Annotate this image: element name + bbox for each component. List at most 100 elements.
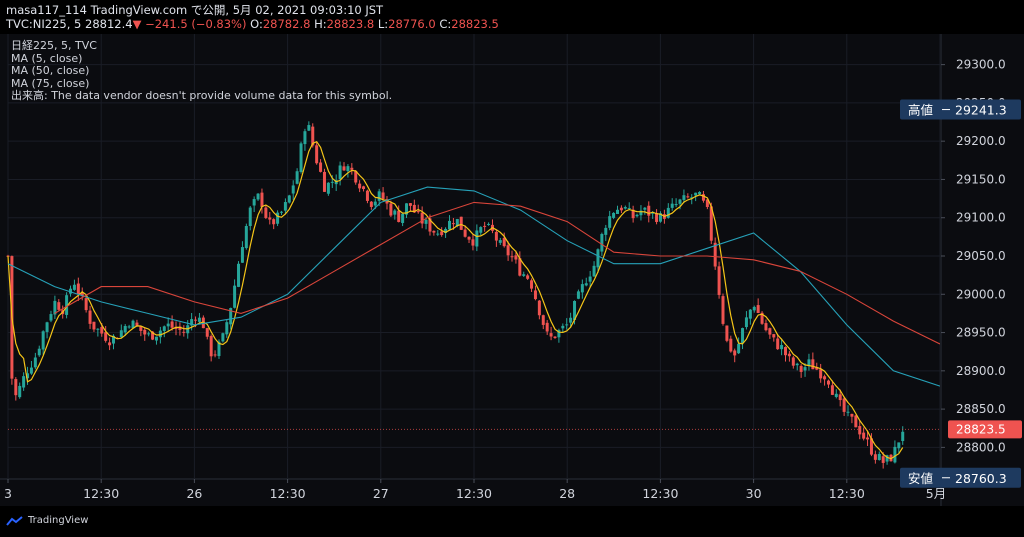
x-tick-label: 30 [746, 486, 762, 501]
candle-body [385, 199, 389, 204]
candle-body [463, 229, 467, 237]
legend-volume-note: 出来高: The data vendor doesn't provide vol… [11, 89, 393, 102]
candle-body [526, 275, 530, 279]
candle-body [506, 245, 510, 256]
username[interactable]: masa117_114 [6, 3, 87, 17]
candle-body [471, 239, 475, 246]
candle-body [104, 332, 108, 341]
candle-body [330, 181, 334, 183]
candle-body [455, 219, 459, 227]
candle-body [291, 185, 295, 194]
candle-body [365, 190, 369, 201]
candle-body [143, 329, 147, 335]
candle-body [670, 203, 674, 208]
candle-body [166, 323, 170, 327]
price-change: −241.5 (−0.83%) [145, 17, 247, 31]
published-text: TradingView.com で公開, 5月 02, 2021 09:03:1… [90, 3, 384, 17]
candle-body [162, 326, 166, 331]
brand-text: TradingView [28, 515, 89, 526]
legend-title[interactable]: 日経225, 5, TVC [11, 39, 97, 52]
candle-body [834, 393, 838, 397]
candle-body [592, 265, 596, 277]
legend-ma5[interactable]: MA (5, close) [11, 51, 83, 65]
last-price: 28812.4 [85, 17, 133, 31]
candle-body [678, 199, 682, 204]
candle-body [858, 426, 862, 435]
candle-body [815, 367, 819, 370]
y-tick-label: 29100.0 [956, 211, 1006, 225]
candle-body [897, 442, 901, 449]
low-badge [900, 467, 1021, 488]
x-tick-label: 12:30 [83, 486, 119, 501]
candle-body [201, 317, 205, 329]
candle-body [826, 380, 830, 385]
brand-logo[interactable]: TradingView [6, 515, 88, 526]
candle-body [412, 204, 416, 213]
legend-ma75[interactable]: MA (75, close) [11, 76, 90, 90]
candle-body [428, 218, 432, 232]
candle-body [561, 325, 565, 329]
candle-body [850, 413, 854, 417]
candle-body [811, 359, 815, 370]
footer-bar [0, 506, 1024, 537]
candle-body [29, 367, 33, 374]
candle-body [565, 324, 569, 326]
candle-body [635, 214, 639, 217]
candle-body [803, 367, 807, 371]
candle-body [830, 385, 834, 395]
candle-body [838, 394, 842, 401]
low-prefix: 安値 [908, 471, 933, 486]
candle-body [600, 234, 604, 252]
candle-body [307, 125, 311, 131]
y-tick-label: 28850.0 [956, 402, 1006, 416]
candle-body [756, 305, 760, 313]
candle-body [729, 338, 733, 352]
candle-body [362, 186, 366, 190]
candle-body [869, 438, 873, 455]
candle-body [205, 328, 209, 337]
candle-body [342, 166, 346, 171]
candle-body [319, 162, 323, 172]
candle-body [326, 182, 330, 194]
tradingview-icon [6, 515, 23, 526]
y-tick-label: 28950.0 [956, 326, 1006, 340]
candle-body [498, 240, 502, 243]
candle-body [217, 341, 221, 357]
price-chart[interactable]: 28800.0 28850.0 28900.0 28950.0 29000.0 29050… [0, 34, 1024, 506]
candle-body [619, 207, 623, 211]
legend-ma50[interactable]: MA (50, close) [11, 64, 90, 77]
candle-body [780, 345, 784, 350]
candle-body [154, 336, 158, 341]
candle-body [444, 228, 448, 233]
x-tick-label: 26 [186, 486, 202, 501]
candle-body [338, 165, 342, 180]
candle-body [701, 194, 705, 201]
candle-body [698, 192, 702, 195]
candle-body [658, 213, 662, 222]
candle-body [53, 300, 57, 315]
candle-body [627, 207, 631, 209]
candle-body [588, 276, 592, 282]
candle-body [84, 298, 88, 311]
low-value: 28776.0 [388, 17, 436, 31]
candle-body [713, 242, 717, 267]
candle-body [674, 204, 678, 206]
candle-body [608, 216, 612, 228]
candle-body [616, 209, 620, 214]
candle-body [346, 166, 350, 172]
ma50-line [7, 186, 941, 387]
candle-body [182, 331, 186, 333]
candle-body [447, 220, 451, 230]
candle-body [682, 195, 686, 200]
candle-body [322, 171, 326, 192]
y-tick-label: 28800.0 [956, 440, 1006, 454]
candle-body [393, 210, 397, 215]
candle-body [584, 283, 588, 286]
candle-body [194, 319, 198, 321]
last-price-badge [948, 420, 1022, 439]
candle-body [557, 330, 561, 338]
candle-body [647, 205, 651, 216]
candle-body [604, 227, 608, 235]
candle-body [459, 216, 463, 230]
candle-body [440, 231, 444, 236]
